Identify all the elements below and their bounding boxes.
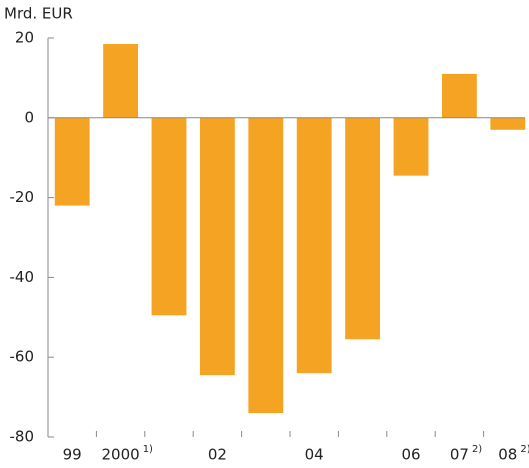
x-tick-note: 2) — [520, 444, 529, 455]
x-tick-label: 07 — [450, 446, 469, 464]
bar — [393, 117, 429, 176]
bar — [151, 117, 187, 316]
x-tick-label: 02 — [208, 446, 227, 464]
y-tick-label: -20 — [10, 188, 35, 206]
x-tick-label: 08 — [498, 446, 517, 464]
bar — [248, 117, 284, 414]
y-axis-label: Mrd. EUR — [4, 5, 73, 23]
bar — [345, 117, 381, 340]
bar — [441, 73, 477, 118]
bar — [54, 117, 90, 206]
bar — [490, 117, 526, 130]
x-tick-label: 06 — [401, 446, 420, 464]
x-tick-label: 04 — [305, 446, 324, 464]
bar — [199, 117, 235, 376]
y-tick-label: -80 — [10, 428, 35, 446]
y-tick-label: -40 — [10, 268, 35, 286]
bar — [296, 117, 332, 374]
x-tick-label: 99 — [63, 446, 82, 464]
bar — [103, 43, 139, 118]
x-tick-note: 2) — [472, 444, 482, 455]
x-tick-note: 1) — [143, 444, 153, 455]
y-tick-label: 0 — [24, 108, 34, 126]
y-tick-label: 20 — [15, 29, 34, 47]
y-tick-label: -60 — [10, 348, 35, 366]
x-tick-label: 2000 — [102, 446, 140, 464]
